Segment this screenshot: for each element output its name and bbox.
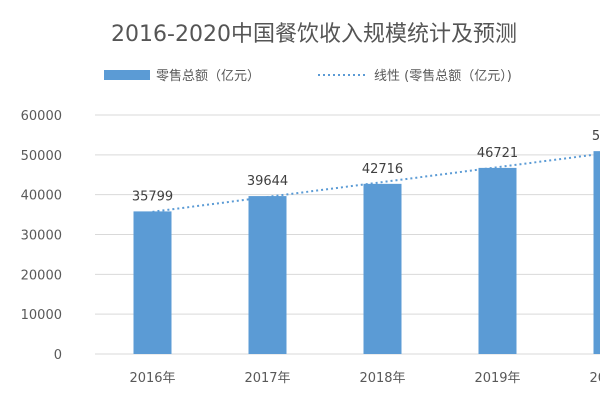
x-tick-label: 2018年 bbox=[359, 371, 405, 386]
y-tick-label: 10000 bbox=[21, 308, 62, 323]
x-tick-label: 2016年 bbox=[129, 371, 175, 386]
legend-bar-label: 零售总额（亿元） bbox=[156, 68, 260, 84]
legend: 零售总额（亿元） 线性 (零售总额（亿元）) bbox=[104, 68, 512, 84]
bars bbox=[133, 151, 600, 354]
y-tick-label: 50000 bbox=[21, 149, 62, 164]
x-axis-ticks: 2016年 2017年 2018年 2019年 2020年 bbox=[129, 371, 600, 386]
data-label: 39644 bbox=[247, 174, 288, 189]
data-label: 42716 bbox=[362, 162, 403, 177]
bar bbox=[478, 167, 517, 354]
legend-trend-label: 线性 (零售总额（亿元）) bbox=[374, 68, 512, 84]
trendline bbox=[152, 152, 600, 213]
data-label: 46721 bbox=[477, 146, 518, 161]
y-tick-label: 40000 bbox=[21, 189, 62, 204]
x-tick-label: 2017年 bbox=[244, 371, 290, 386]
bar bbox=[363, 183, 402, 354]
y-tick-label: 30000 bbox=[21, 229, 62, 244]
bar bbox=[593, 151, 600, 354]
bar bbox=[133, 211, 172, 354]
x-tick-label: 2020年 bbox=[589, 371, 600, 386]
y-tick-label: 60000 bbox=[21, 109, 62, 124]
trendline-path bbox=[152, 152, 600, 213]
data-labels: 35799 39644 42716 46721 50926 bbox=[132, 129, 600, 204]
chart-title: 2016-2020中国餐饮收入规模统计及预测 bbox=[111, 22, 517, 47]
data-label: 35799 bbox=[132, 189, 173, 204]
y-tick-label: 0 bbox=[54, 348, 62, 363]
data-label: 50926 bbox=[592, 129, 600, 144]
x-tick-label: 2019年 bbox=[474, 371, 520, 386]
bar bbox=[248, 196, 287, 354]
y-axis-ticks: 0 10000 20000 30000 40000 50000 60000 bbox=[21, 109, 62, 363]
legend-bar-swatch bbox=[104, 70, 150, 80]
y-tick-label: 20000 bbox=[21, 268, 62, 283]
